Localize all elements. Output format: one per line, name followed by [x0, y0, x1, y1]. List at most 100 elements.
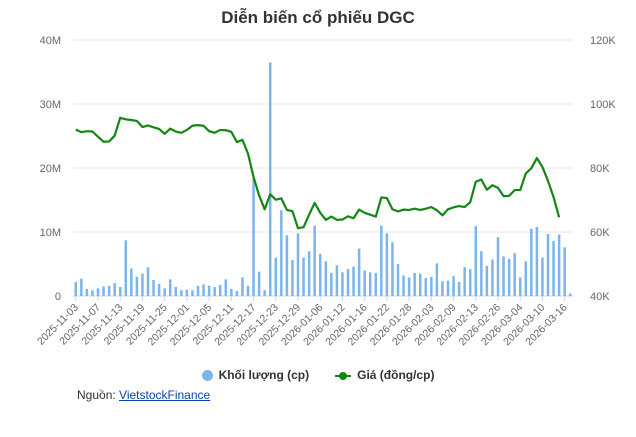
volume-bar[interactable] [213, 287, 216, 296]
volume-bar[interactable] [80, 278, 83, 296]
volume-bar[interactable] [363, 270, 366, 296]
volume-bar[interactable] [402, 275, 405, 296]
volume-bar[interactable] [424, 278, 428, 296]
volume-bar[interactable] [135, 276, 139, 296]
left-axis-tick-label: 40M [40, 35, 61, 47]
volume-bar[interactable] [291, 260, 294, 296]
volume-bar[interactable] [202, 284, 205, 296]
volume-bar[interactable] [418, 273, 422, 296]
volume-bar[interactable] [463, 267, 466, 296]
volume-bar[interactable] [480, 251, 483, 296]
volume-bar[interactable] [496, 237, 500, 296]
volume-bar[interactable] [396, 264, 400, 296]
volume-bar[interactable] [313, 225, 316, 296]
volume-bar[interactable] [185, 289, 189, 296]
volume-bar[interactable] [507, 258, 511, 296]
volume-bar[interactable] [352, 266, 355, 296]
legend-item-price[interactable]: Giá (đồng/cp) [335, 368, 434, 382]
volume-bar[interactable] [446, 280, 450, 296]
volume-bar[interactable] [224, 279, 228, 296]
volume-bar[interactable] [341, 272, 344, 296]
volume-bar[interactable] [296, 233, 300, 296]
volume-bar[interactable] [330, 272, 333, 296]
volume-bar[interactable] [568, 293, 572, 296]
volume-bar[interactable] [96, 288, 100, 296]
volume-bar[interactable] [118, 287, 122, 296]
source-link[interactable]: VietstockFinance [119, 388, 211, 402]
volume-bar[interactable] [407, 277, 411, 296]
volume-bar[interactable] [318, 253, 322, 296]
volume-bar[interactable] [380, 225, 383, 296]
volume-bar[interactable] [168, 279, 172, 296]
volume-bar[interactable] [113, 283, 116, 296]
volume-bar[interactable] [368, 272, 372, 296]
volume-bar[interactable] [530, 228, 533, 296]
volume-bar[interactable] [552, 240, 555, 296]
volume-bar[interactable] [302, 257, 305, 296]
volume-bar[interactable] [157, 283, 161, 296]
volume-bar[interactable] [107, 285, 111, 296]
volume-bar[interactable] [502, 256, 505, 296]
volume-bar[interactable] [385, 233, 389, 296]
volume-bar[interactable] [452, 276, 455, 296]
volume-bar[interactable] [163, 288, 166, 296]
volume-bar[interactable] [391, 242, 394, 296]
volume-bar[interactable] [146, 267, 150, 296]
volume-bar[interactable] [257, 271, 261, 296]
volume-bar[interactable] [263, 290, 266, 296]
volume-bar[interactable] [285, 235, 289, 296]
volume-bar[interactable] [307, 251, 311, 296]
volume-bar[interactable] [102, 286, 105, 296]
volume-bar[interactable] [468, 269, 472, 296]
volume-bar[interactable] [141, 273, 144, 296]
volume-bar[interactable] [241, 277, 244, 296]
volume-bar[interactable] [324, 261, 328, 296]
volume-bar[interactable] [535, 226, 539, 296]
volume-bar[interactable] [218, 285, 222, 296]
volume-bar[interactable] [346, 269, 350, 296]
volume-bar[interactable] [91, 290, 94, 296]
volume-bar[interactable] [124, 240, 128, 296]
volume-bar[interactable] [174, 287, 178, 296]
volume-bar[interactable] [274, 257, 278, 296]
legend-item-volume[interactable]: Khối lượng (cp) [201, 368, 309, 382]
volume-bar[interactable] [518, 277, 522, 296]
volume-bar[interactable] [430, 276, 433, 296]
volume-bar[interactable] [280, 210, 283, 296]
volume-bar[interactable] [557, 234, 561, 296]
legend-label-price: Giá (đồng/cp) [357, 368, 435, 382]
volume-bar[interactable] [435, 263, 439, 296]
volume-bar[interactable] [230, 288, 233, 296]
volume-bar[interactable] [563, 247, 566, 296]
volume-bar[interactable] [546, 233, 550, 296]
volume-bar[interactable] [485, 265, 489, 296]
volume-bar[interactable] [85, 288, 89, 296]
price-line-series[interactable] [75, 116, 561, 230]
volume-bar[interactable] [413, 272, 416, 296]
volume-bar[interactable] [457, 281, 461, 296]
volume-bar[interactable] [268, 62, 272, 297]
volume-bar[interactable] [541, 257, 544, 296]
volume-bar[interactable] [130, 268, 133, 296]
volume-bar[interactable] [235, 290, 239, 296]
volume-bar[interactable] [335, 265, 339, 296]
volume-bar[interactable] [441, 281, 444, 296]
volume-bar[interactable] [246, 285, 250, 296]
volume-bar[interactable] [252, 178, 255, 296]
volume-bar[interactable] [191, 290, 194, 296]
volume-bar[interactable] [491, 259, 494, 296]
volume-bar[interactable] [152, 280, 155, 296]
volume-bar[interactable] [74, 281, 78, 296]
volume-bar[interactable] [357, 248, 361, 296]
price-line[interactable] [75, 116, 561, 230]
volume-bar[interactable] [524, 261, 528, 296]
volume-bar[interactable] [180, 290, 183, 296]
volume-bar[interactable] [474, 226, 478, 296]
volume-bar[interactable] [374, 272, 378, 296]
source-prefix: Nguồn: [77, 388, 120, 402]
volume-bar[interactable] [196, 285, 200, 296]
volume-bars[interactable] [74, 62, 572, 297]
volume-bar[interactable] [513, 253, 516, 296]
volume-bar[interactable] [207, 285, 211, 296]
